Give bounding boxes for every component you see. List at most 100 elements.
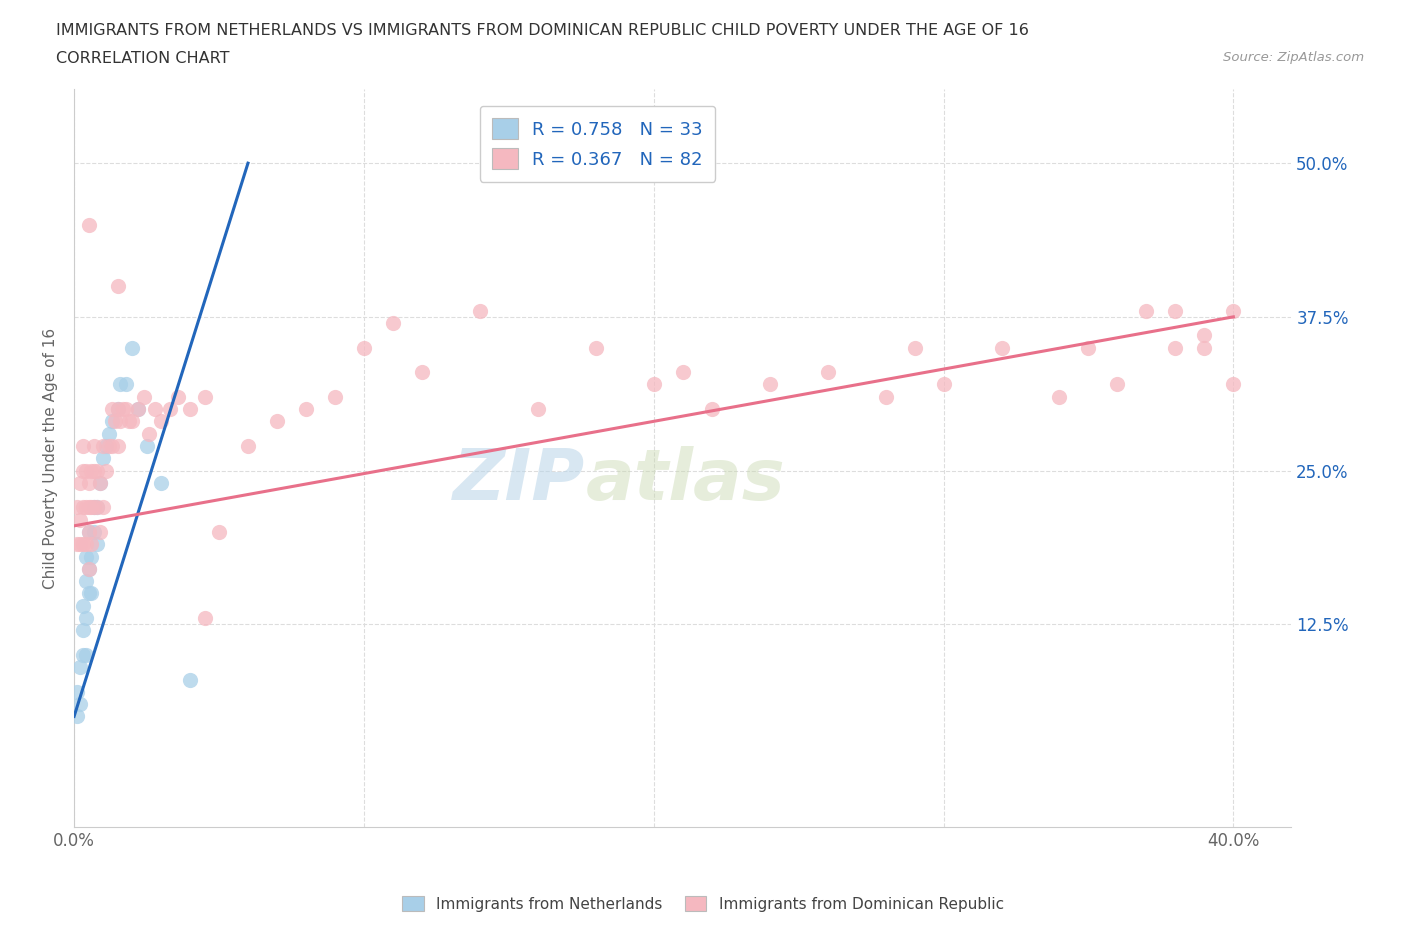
Point — [132, 390, 155, 405]
Point — [72, 438, 94, 453]
Text: atlas: atlas — [585, 445, 785, 515]
Point — [77, 475, 100, 490]
Point — [193, 611, 215, 626]
Point — [1107, 377, 1129, 392]
Point — [127, 402, 149, 417]
Point — [66, 537, 89, 551]
Point — [89, 475, 111, 490]
Point — [1049, 390, 1071, 405]
Point — [77, 562, 100, 577]
Point — [1222, 377, 1244, 392]
Y-axis label: Child Poverty Under the Age of 16: Child Poverty Under the Age of 16 — [44, 327, 58, 589]
Point — [107, 402, 129, 417]
Point — [817, 365, 839, 379]
Point — [179, 672, 201, 687]
Point — [903, 340, 925, 355]
Point — [83, 438, 105, 453]
Point — [135, 438, 157, 453]
Point — [1164, 340, 1187, 355]
Point — [1164, 303, 1187, 318]
Point — [159, 402, 181, 417]
Point — [121, 414, 143, 429]
Point — [97, 438, 120, 453]
Point — [69, 537, 91, 551]
Point — [77, 500, 100, 515]
Point — [118, 414, 141, 429]
Legend: R = 0.758   N = 33, R = 0.367   N = 82: R = 0.758 N = 33, R = 0.367 N = 82 — [479, 106, 716, 182]
Point — [1194, 340, 1216, 355]
Point — [72, 623, 94, 638]
Point — [127, 402, 149, 417]
Point — [80, 549, 103, 564]
Point — [353, 340, 375, 355]
Point — [66, 500, 89, 515]
Point — [150, 414, 173, 429]
Point — [411, 365, 433, 379]
Point — [72, 537, 94, 551]
Point — [94, 463, 117, 478]
Point — [94, 438, 117, 453]
Point — [75, 549, 97, 564]
Point — [75, 611, 97, 626]
Point — [323, 390, 346, 405]
Point — [179, 402, 201, 417]
Point — [672, 365, 695, 379]
Point — [115, 402, 138, 417]
Text: ZIP: ZIP — [453, 445, 585, 515]
Point — [700, 402, 723, 417]
Point — [77, 525, 100, 539]
Point — [66, 709, 89, 724]
Point — [104, 414, 127, 429]
Point — [75, 574, 97, 589]
Point — [527, 402, 550, 417]
Text: CORRELATION CHART: CORRELATION CHART — [56, 51, 229, 66]
Point — [236, 438, 259, 453]
Point — [107, 279, 129, 294]
Point — [75, 537, 97, 551]
Point — [266, 414, 288, 429]
Point — [121, 340, 143, 355]
Point — [468, 303, 491, 318]
Point — [75, 647, 97, 662]
Point — [143, 402, 166, 417]
Point — [875, 390, 897, 405]
Point — [89, 525, 111, 539]
Point — [69, 697, 91, 711]
Point — [585, 340, 607, 355]
Point — [100, 402, 122, 417]
Point — [107, 438, 129, 453]
Text: Source: ZipAtlas.com: Source: ZipAtlas.com — [1223, 51, 1364, 64]
Legend: Immigrants from Netherlands, Immigrants from Dominican Republic: Immigrants from Netherlands, Immigrants … — [396, 889, 1010, 918]
Point — [112, 402, 135, 417]
Point — [89, 475, 111, 490]
Point — [86, 500, 108, 515]
Point — [77, 586, 100, 601]
Text: IMMIGRANTS FROM NETHERLANDS VS IMMIGRANTS FROM DOMINICAN REPUBLIC CHILD POVERTY : IMMIGRANTS FROM NETHERLANDS VS IMMIGRANT… — [56, 23, 1029, 38]
Point — [72, 463, 94, 478]
Point — [381, 315, 404, 330]
Point — [86, 500, 108, 515]
Point — [72, 647, 94, 662]
Point — [932, 377, 955, 392]
Point — [150, 475, 173, 490]
Point — [91, 500, 114, 515]
Point — [1194, 328, 1216, 343]
Point — [1222, 303, 1244, 318]
Point — [758, 377, 780, 392]
Point — [66, 684, 89, 699]
Point — [77, 218, 100, 232]
Point — [91, 438, 114, 453]
Point — [100, 438, 122, 453]
Point — [69, 475, 91, 490]
Point — [80, 463, 103, 478]
Point — [83, 500, 105, 515]
Point — [97, 426, 120, 441]
Point — [83, 525, 105, 539]
Point — [83, 500, 105, 515]
Point — [110, 377, 132, 392]
Point — [100, 414, 122, 429]
Point — [80, 586, 103, 601]
Point — [107, 402, 129, 417]
Point — [77, 562, 100, 577]
Point — [1077, 340, 1099, 355]
